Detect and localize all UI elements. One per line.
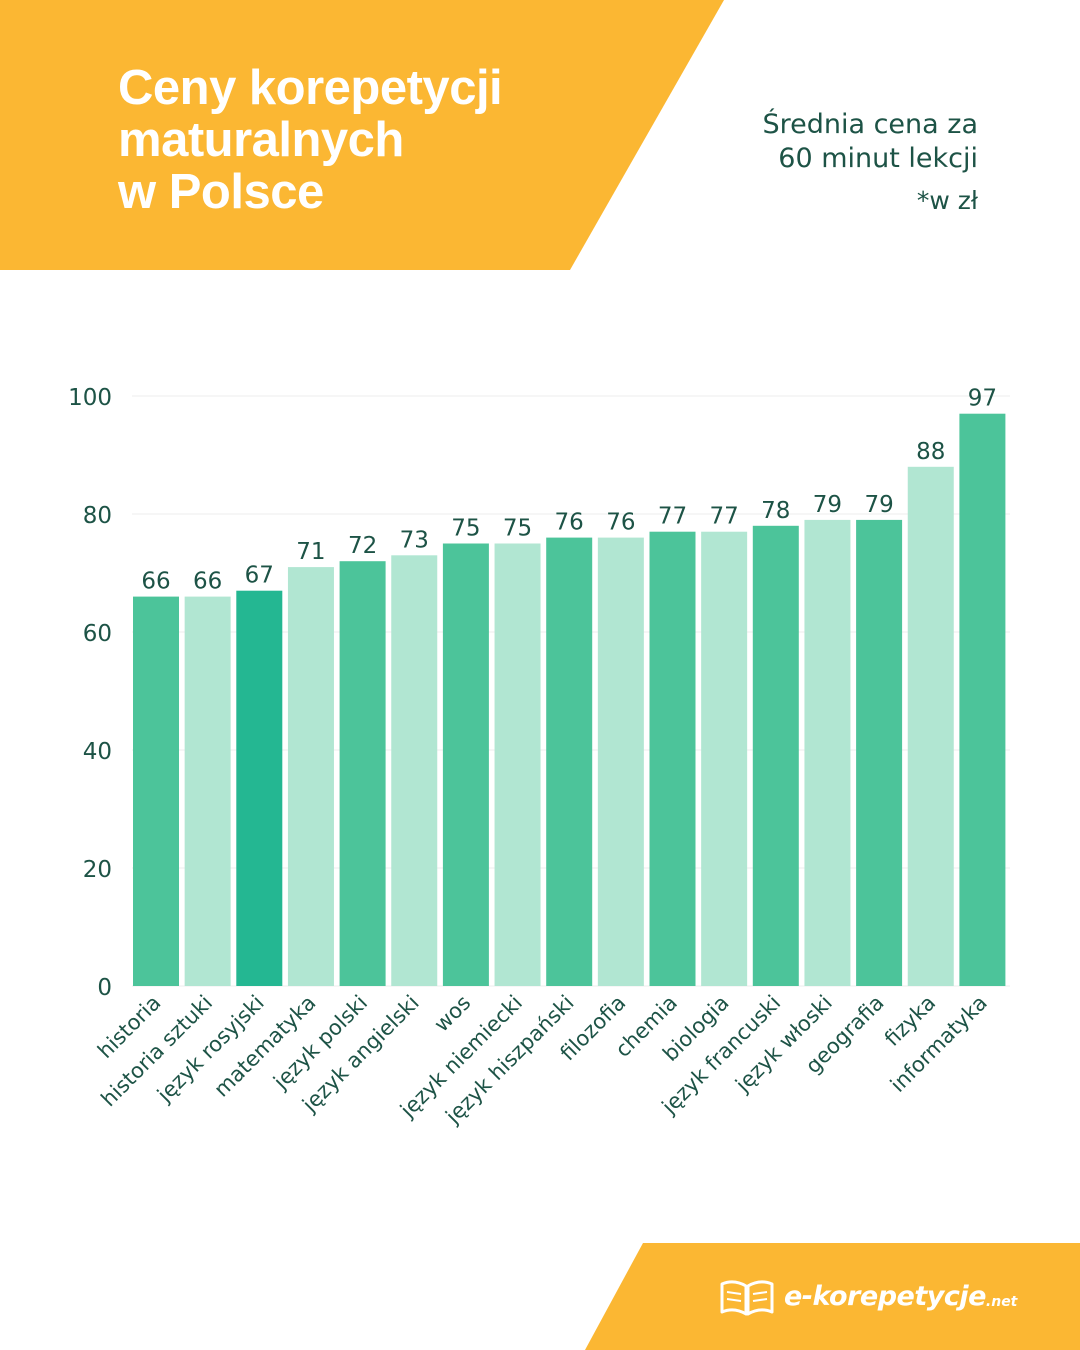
unit-note: *w zł xyxy=(916,186,978,215)
logo-tld: .net xyxy=(985,1294,1018,1310)
bar xyxy=(752,525,799,986)
bar xyxy=(546,537,593,986)
bar xyxy=(184,596,231,986)
x-tick-label: wos xyxy=(429,991,475,1037)
y-tick-label: 20 xyxy=(83,857,112,883)
bar-value-label: 77 xyxy=(710,504,739,530)
brand-logo[interactable]: e-korepetycje .net xyxy=(718,1270,1017,1322)
bar-value-label: 79 xyxy=(864,492,893,518)
subtitle-line-1: Średnia cena za xyxy=(762,109,978,140)
bar-value-label: 78 xyxy=(761,498,790,524)
bar xyxy=(236,590,283,986)
y-tick-label: 40 xyxy=(83,739,112,765)
bar-value-label: 97 xyxy=(968,386,997,412)
subtitle-line-2: 60 minut lekcji xyxy=(778,143,978,174)
title-line-1: Ceny korepetycji xyxy=(118,61,503,115)
title-banner-shape xyxy=(0,0,724,270)
logo-text: e-korepetycje xyxy=(784,1280,986,1312)
y-tick-label: 0 xyxy=(97,975,112,1001)
bar-value-label: 77 xyxy=(658,504,687,530)
bar xyxy=(959,413,1006,986)
bar-value-label: 66 xyxy=(141,569,170,595)
chart-subtitle: Średnia cena za 60 minut lekcji xyxy=(578,108,978,176)
bar xyxy=(856,519,903,986)
bar-value-label: 72 xyxy=(348,533,377,559)
y-tick-label: 80 xyxy=(83,503,112,529)
bar-value-label: 76 xyxy=(555,510,584,536)
bar xyxy=(804,519,851,986)
y-tick-label: 100 xyxy=(68,385,112,411)
bar-value-label: 75 xyxy=(503,516,532,542)
y-tick-label: 60 xyxy=(83,621,112,647)
bar xyxy=(442,543,489,986)
bar-value-label: 66 xyxy=(193,569,222,595)
bar-value-label: 75 xyxy=(451,516,480,542)
bar xyxy=(133,596,179,986)
bar-value-label: 73 xyxy=(400,527,429,553)
bar xyxy=(287,567,334,986)
page-title: Ceny korepetycji maturalnych w Polsce xyxy=(118,62,638,218)
bar-value-label: 79 xyxy=(813,492,842,518)
open-book-icon xyxy=(720,1280,774,1316)
bar xyxy=(597,537,644,986)
bar-value-label: 67 xyxy=(245,563,274,589)
bar xyxy=(339,561,386,986)
title-banner xyxy=(0,0,724,270)
bar-value-label: 88 xyxy=(916,439,945,465)
bar xyxy=(649,531,696,986)
bar xyxy=(701,531,748,986)
bar-value-label: 76 xyxy=(606,510,635,536)
bar xyxy=(391,555,438,986)
title-line-2: maturalnych xyxy=(118,113,404,167)
bar-value-label: 71 xyxy=(296,539,325,565)
title-line-3: w Polsce xyxy=(118,165,324,219)
bar xyxy=(494,543,541,986)
bar xyxy=(907,466,954,986)
